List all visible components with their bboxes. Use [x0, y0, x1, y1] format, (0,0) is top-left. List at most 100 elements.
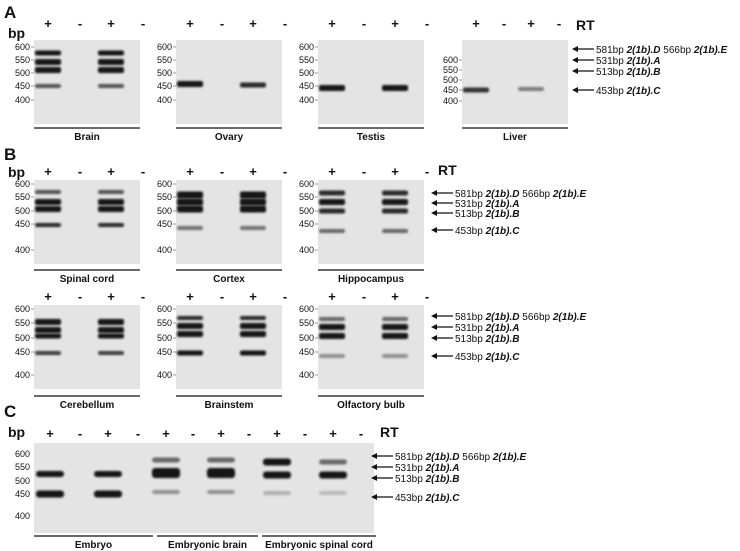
gel-background	[34, 305, 140, 389]
gel-band	[35, 333, 61, 339]
marker-tick: 400	[15, 245, 30, 255]
svg-text:581bp 2(1b).D 566bp 2(1b).E: 581bp 2(1b).D 566bp 2(1b).E	[455, 312, 587, 323]
marker-tick: 500	[15, 476, 30, 486]
marker-tick: 600	[299, 304, 314, 314]
gel-band	[177, 205, 203, 213]
marker-tick: 550	[157, 192, 172, 202]
gel-band	[319, 208, 345, 214]
gel-caption: Cerebellum	[60, 400, 115, 411]
marker-tick: 500	[299, 68, 314, 78]
bp-label: bp	[8, 424, 25, 440]
marker-tick: 600	[299, 179, 314, 189]
gel-band	[98, 50, 124, 56]
marker-tick: 400	[15, 95, 30, 105]
gel-band	[382, 199, 408, 205]
rt-minus-sign: -	[502, 16, 506, 31]
gel-band	[152, 457, 180, 463]
rt-minus-sign: -	[78, 426, 82, 441]
rt-plus-sign: +	[472, 16, 480, 31]
rt-minus-sign: -	[303, 426, 307, 441]
marker-tick: 450	[299, 219, 314, 229]
gel-band	[319, 190, 345, 196]
marker-tick: 600	[15, 42, 30, 52]
marker-tick: 600	[15, 449, 30, 459]
gel-band	[263, 471, 291, 479]
svg-text:581bp 2(1b).D 566bp 2(1b).E: 581bp 2(1b).D 566bp 2(1b).E	[596, 45, 728, 56]
svg-text:581bp 2(1b).D 566bp 2(1b).E: 581bp 2(1b).D 566bp 2(1b).E	[455, 189, 587, 200]
marker-tick: 450	[157, 219, 172, 229]
band-name: 2(1b).A	[626, 56, 661, 67]
rt-plus-sign: +	[107, 289, 115, 304]
gel-band	[240, 323, 266, 329]
rt-label: RT	[438, 162, 457, 178]
gel-band	[35, 223, 61, 227]
svg-text:531bp 2(1b).A: 531bp 2(1b).A	[455, 199, 520, 210]
marker-tick: 500	[443, 75, 458, 85]
gel-band	[98, 319, 124, 325]
gel-caption: Cortex	[213, 274, 245, 285]
gel-band	[382, 354, 408, 358]
rt-plus-sign: +	[249, 164, 257, 179]
gel-background	[462, 40, 568, 124]
marker-tick: 500	[15, 206, 30, 216]
gel-band	[177, 323, 203, 329]
gel-caption: Embryonic brain	[168, 540, 247, 551]
gel-band	[240, 331, 266, 337]
marker-tick: 400	[157, 245, 172, 255]
rt-plus-sign: +	[391, 289, 399, 304]
marker-tick: 600	[299, 42, 314, 52]
rt-plus-sign: +	[107, 164, 115, 179]
gel-caption: Brain	[74, 132, 100, 143]
gel-band	[319, 491, 347, 495]
svg-text:531bp 2(1b).A: 531bp 2(1b).A	[596, 56, 661, 67]
rt-minus-sign: -	[141, 164, 145, 179]
gel-band	[177, 81, 203, 87]
marker-tick: 600	[157, 42, 172, 52]
gel-band	[35, 199, 61, 205]
gel-cerebellum: 600 550 500 450 400 + - + - Cerebellum	[15, 289, 145, 411]
gel-caption: Olfactory bulb	[337, 400, 405, 411]
gel-olfactory-bulb: 600 550 500 450 400 + - + - Olfactory bulb	[299, 289, 429, 411]
gel-band	[152, 490, 180, 494]
band-size: 581bp	[596, 45, 624, 56]
gel-band	[240, 82, 266, 88]
marker-tick: 450	[299, 347, 314, 357]
rt-minus-sign: -	[425, 16, 429, 31]
marker-tick: 550	[299, 55, 314, 65]
rt-minus-sign: -	[283, 16, 287, 31]
gel-caption: Embryonic spinal cord	[265, 540, 373, 551]
gel-band	[35, 59, 61, 65]
gel-band	[382, 208, 408, 214]
gel-band	[319, 333, 345, 339]
marker-tick: 600	[443, 55, 458, 65]
marker-tick: 550	[15, 462, 30, 472]
rt-plus-sign: +	[391, 16, 399, 31]
marker-tick: 400	[15, 511, 30, 521]
marker-tick: 550	[299, 318, 314, 328]
gel-band	[319, 229, 345, 233]
gel-band	[319, 85, 345, 91]
rt-label: RT	[380, 424, 399, 440]
rt-minus-sign: -	[191, 426, 195, 441]
rt-minus-sign: -	[220, 289, 224, 304]
rt-plus-sign: +	[44, 289, 52, 304]
gel-band	[35, 319, 61, 325]
rt-minus-sign: -	[425, 164, 429, 179]
bp-label: bp	[8, 164, 25, 180]
gel-caption: Spinal cord	[60, 274, 114, 285]
rt-minus-sign: -	[78, 289, 82, 304]
marker-tick: 500	[157, 333, 172, 343]
svg-text:513bp 2(1b).B: 513bp 2(1b).B	[455, 334, 520, 345]
rt-plus-sign: +	[249, 16, 257, 31]
gel-band	[98, 206, 124, 212]
marker-tick: 600	[157, 179, 172, 189]
gel-band	[94, 490, 122, 498]
marker-tick: 450	[443, 85, 458, 95]
marker-tick: 550	[157, 318, 172, 328]
gel-band	[36, 471, 64, 477]
marker-tick: 550	[15, 318, 30, 328]
gel-band	[319, 354, 345, 358]
marker-tick: 400	[157, 370, 172, 380]
band-annotations-c: 581bp 2(1b).D 566bp 2(1b).E 531bp 2(1b).…	[371, 452, 527, 504]
rt-plus-sign: +	[329, 426, 337, 441]
